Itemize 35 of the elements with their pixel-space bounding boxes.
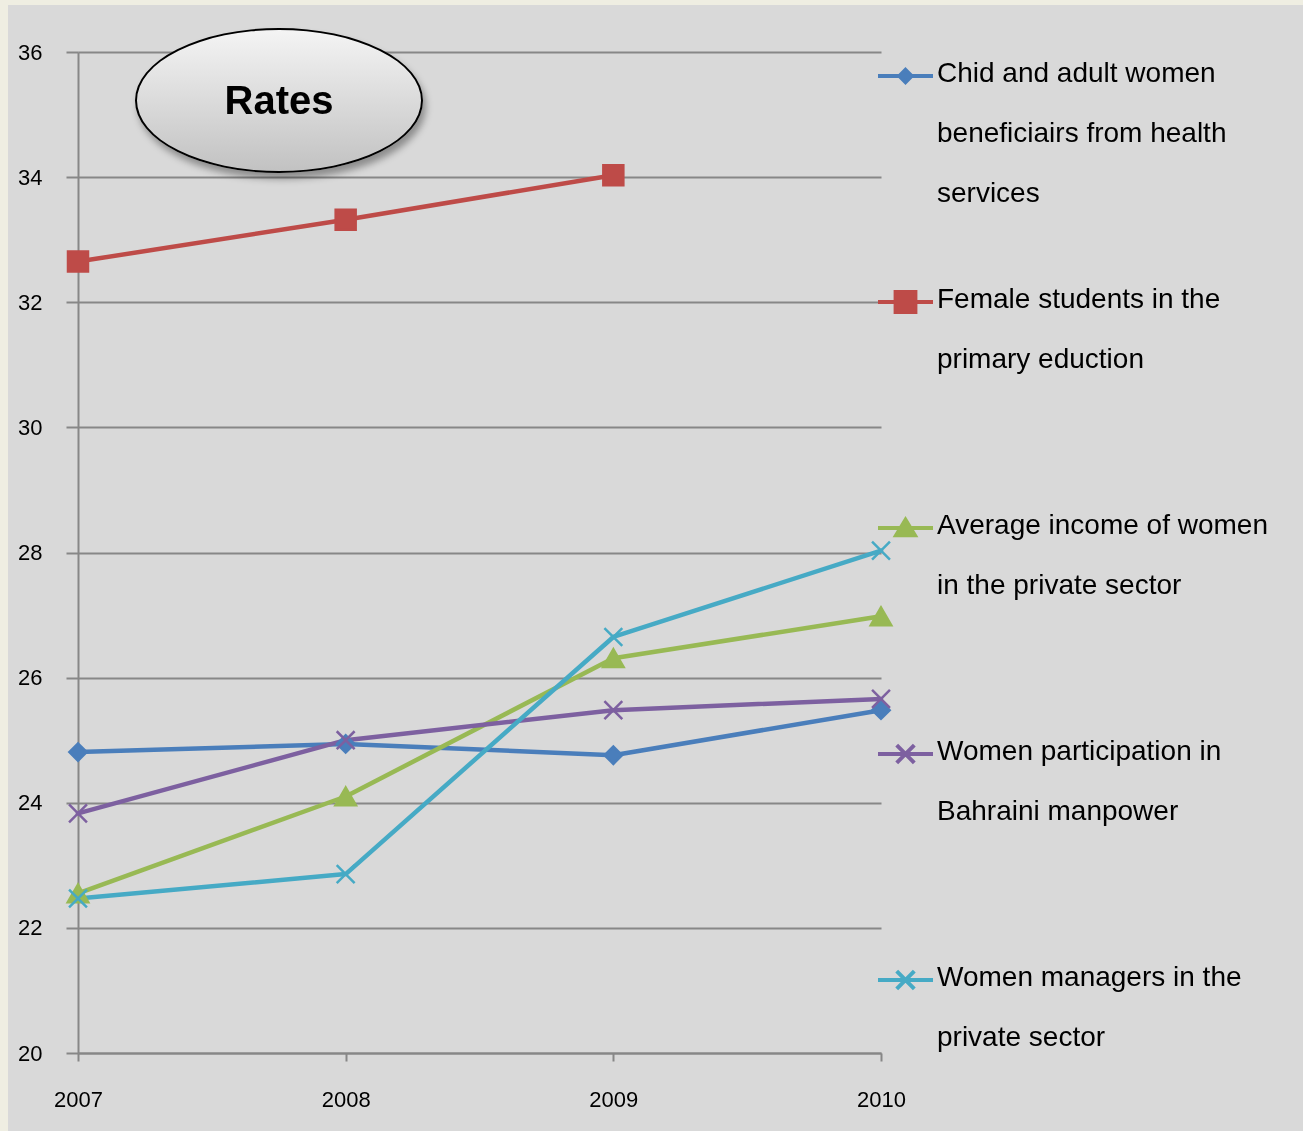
y-tick-label: 24 [18,790,43,816]
legend-label: Average income of women in the private sector [937,509,1268,600]
y-tick-label: 26 [18,665,43,691]
point [870,688,892,710]
y-tick-label: 20 [18,1040,43,1066]
point [335,863,356,885]
y-tick-label: 36 [18,39,43,65]
text: Rates [224,78,334,123]
point [869,606,893,627]
point [334,786,358,807]
legend-label: Female students in the primary eduction [937,283,1221,374]
legend-label: Women managers in the private sector [937,961,1242,1052]
y-tick-label: 30 [18,414,43,440]
y-tick-label: 28 [18,540,43,565]
x-tick-label: 2009 [589,1086,639,1112]
x-tick-label: 2007 [54,1086,103,1112]
x-tick-label: 2008 [321,1086,371,1112]
y-tick-label: 32 [18,289,43,315]
point [603,745,624,766]
legend-label: Chid and adult women beneficiairs from health services [937,57,1227,208]
point [603,626,624,648]
point [68,742,88,762]
point [67,888,89,909]
point [871,700,891,721]
point [335,729,356,751]
point [66,250,90,273]
x-tick-label: 2010 [857,1086,906,1112]
y-tick-label: 22 [18,915,43,941]
legend-label: Women participation in Bahraini manpower [937,735,1222,826]
point [870,540,892,561]
point [603,699,624,721]
point [601,648,625,669]
y-tick-label: 34 [18,164,43,190]
point [334,208,357,231]
point [602,164,625,187]
